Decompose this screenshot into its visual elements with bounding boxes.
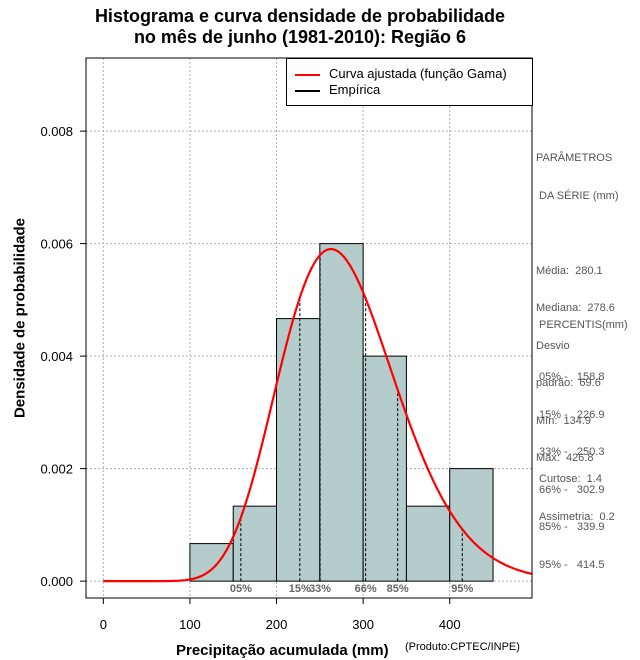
series-parameters: PARÂMETROS DA SÉRIE (mm) Média: 280.1 Me… (536, 127, 619, 477)
percentile-66: 66% - 302.9 (539, 483, 605, 496)
x-axis-label: Precipitação acumulada (mm) (176, 642, 389, 659)
percentile-label: 15% (289, 583, 311, 595)
shape-statistics: Curtose: 1.4 Assimetria: 0.2 (539, 448, 615, 536)
percentiles-header: PERCENTIS(mm) (539, 319, 628, 331)
curve-layer (103, 247, 533, 583)
x-tick-label: 100 (179, 617, 201, 632)
params-subheader: DA SÉRIE (mm) (536, 189, 619, 202)
percentile-95: 95% - 414.5 (539, 558, 605, 571)
y-tick-label: 0.004 (40, 349, 73, 364)
x-tick-label: 400 (439, 617, 461, 632)
x-tick-label: 0 (100, 617, 107, 632)
y-tick-label: 0.002 (40, 462, 73, 477)
y-tick-label: 0.000 (40, 574, 73, 589)
percentile-label: 95% (451, 583, 473, 595)
stat-padrao: padrão: 69.6 (536, 377, 601, 389)
params-header: PARÂMETROS (536, 152, 613, 164)
histogram-bar (449, 468, 494, 582)
percentile-15: 15% - 226.9 (539, 408, 605, 421)
stat-curtose: Curtose: 1.4 (539, 473, 602, 485)
histogram-bar (276, 318, 321, 582)
y-tick-label: 0.006 (40, 237, 73, 252)
percentile-label: 05% (230, 583, 252, 595)
chart-title: Histograma e curva densidade de probabil… (0, 6, 600, 48)
percentile-label: 66% (355, 583, 377, 595)
legend-fit-swatch (295, 73, 320, 76)
percentile-layer: 05% 15%33% 66% 85% 95% (230, 255, 474, 595)
x-tick-label: 200 (266, 617, 288, 632)
stat-min: Mín: 134.9 (536, 414, 592, 427)
percentiles-values: 05% - 158.8 15% - 226.9 33% - 250.3 66% … (539, 346, 604, 584)
legend-empirical-swatch (295, 89, 320, 92)
chart-title-line1: Histograma e curva densidade de probabil… (94, 6, 506, 26)
stat-assimetria: Assimetria: 0.2 (539, 510, 615, 523)
stat-desvio: Desvio (536, 339, 570, 352)
histogram-bar (405, 505, 451, 582)
legend-fit-label: Curva ajustada (função Gama) (329, 66, 507, 81)
stat-mediana: Mediana: 278.6 (536, 302, 615, 314)
legend-item-fit: Curva ajustada (função Gama) (295, 66, 507, 82)
stat-max: Máx: 426.8 (536, 452, 594, 464)
percentile-85: 85% - 339.9 (539, 521, 605, 533)
x-tick-label: 300 (352, 617, 374, 632)
histogram-bar (189, 543, 234, 582)
percentile-label: 85% (387, 583, 409, 595)
y-tick-label: 0.008 (40, 124, 73, 139)
percentile-33: 33% - 250.3 (539, 446, 605, 458)
y-axis-label: Densidade de probabilidade (11, 217, 29, 419)
histogram-bar (232, 505, 278, 582)
stat-media: Média: 280.1 (536, 264, 603, 277)
histogram-bar (319, 243, 364, 582)
legend-empirical-label: Empírica (329, 82, 381, 97)
axes-layer: 0 100 200 300 400 0.000 0.002 0.004 0.006 0.008 (40, 57, 533, 632)
legend-item-empirical: Empírica (295, 82, 380, 98)
chart-title-line2: no mês de junho (1981-2010): Região 6 (133, 27, 467, 47)
product-credit: (Produto:CPTEC/INPE) (405, 641, 520, 653)
legend: Curva ajustada (função Gama) Empírica (286, 58, 533, 106)
histogram-bar (362, 355, 407, 582)
percentile-label: 33% (309, 583, 331, 595)
percentile-05: 05% - 158.8 (539, 371, 605, 383)
gamma-fit-curve (103, 247, 533, 583)
